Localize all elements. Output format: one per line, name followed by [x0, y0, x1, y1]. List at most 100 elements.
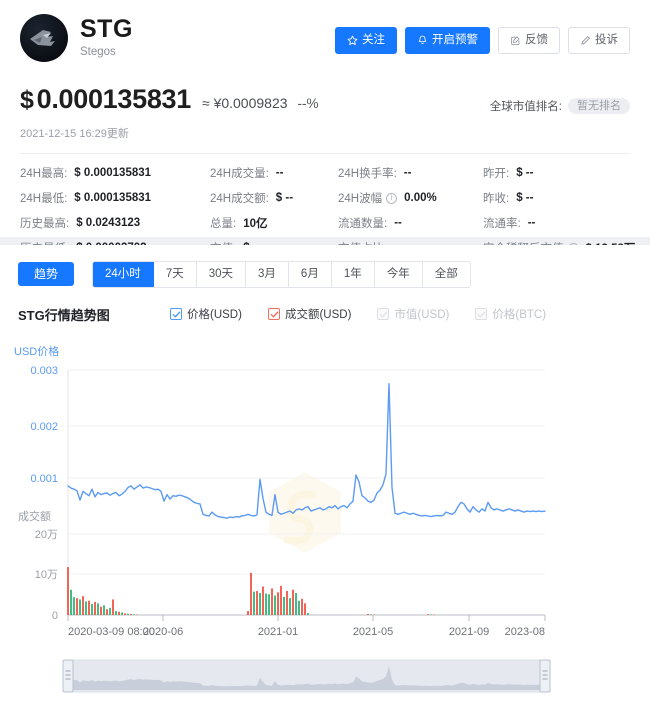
legend-item-marketcap-usd[interactable]: 市值(USD): [377, 306, 449, 322]
range-6m[interactable]: 6月: [288, 262, 332, 287]
checkbox-unchecked-icon: [475, 308, 488, 321]
datazoom-handle-right[interactable]: [539, 659, 551, 693]
stat-value: $ 0.000135831: [74, 167, 152, 179]
tab-trend[interactable]: 趋势: [18, 262, 75, 287]
volume-bar: [106, 609, 108, 615]
market-rank-label: 全球市值排名:: [489, 101, 562, 113]
approx-symbol: ≈: [201, 95, 210, 111]
range-30d[interactable]: 30天: [196, 262, 247, 287]
chart-legend: STG行情趋势图 价格(USD) 成交额(USD) 市值(USD): [18, 305, 632, 324]
stat-key: 总量:: [210, 218, 237, 230]
volume-bar: [70, 589, 72, 615]
stat-item: 历史最高: $ 0.0243123: [20, 215, 210, 231]
range-1y[interactable]: 1年: [331, 262, 375, 287]
stat-item: 昨开: $ --: [483, 165, 635, 181]
complaint-button[interactable]: 投诉: [568, 27, 630, 54]
volume-bar: [259, 592, 261, 615]
xaxis-tick-5: 2023-08: [505, 626, 545, 638]
stat-value: $ 0.0243123: [76, 217, 141, 229]
feedback-button[interactable]: 反馈: [498, 27, 560, 54]
yaxis-tick-price-1: 0.002: [30, 421, 58, 433]
price-cny-value: ¥0.0009823: [213, 95, 288, 111]
volume-bar: [280, 585, 282, 615]
stat-value: --: [403, 167, 412, 179]
coin-header: STG Stegos: [20, 14, 630, 62]
volume-bar: [370, 614, 372, 615]
volume-bar: [307, 613, 309, 615]
volume-bar: [85, 601, 87, 615]
legend-label: 成交额(USD): [284, 309, 352, 322]
yaxis-tick-vol-2: 0: [52, 610, 58, 622]
volume-bar: [256, 591, 258, 615]
legend-item-volume-usd[interactable]: 成交额(USD): [267, 306, 352, 322]
trend-chart-svg[interactable]: USD价格 0.003 0.002 0.001 成交额 20万 10万 0: [0, 340, 650, 716]
volume-bar: [109, 607, 111, 615]
yaxis-tick-vol-1: 10万: [35, 569, 58, 581]
price-change-percent: --%: [297, 96, 319, 111]
yaxis-volume-name: 成交额: [18, 509, 51, 523]
coin-name-block: STG Stegos: [80, 14, 133, 59]
volume-bar: [88, 600, 90, 615]
range-3m[interactable]: 3月: [246, 262, 289, 287]
volume-bar: [301, 598, 303, 615]
action-buttons: 关注 开启预警 反馈 投诉: [335, 27, 630, 54]
stat-item: 24H换手率: --: [338, 165, 483, 181]
datazoom-handle-left[interactable]: [62, 659, 74, 693]
complaint-label: 投诉: [595, 33, 618, 46]
volume-bar: [112, 599, 114, 615]
info-icon[interactable]: i: [386, 192, 398, 204]
xaxis-tick-1: 2020-06: [143, 626, 183, 638]
legend-label: 市值(USD): [394, 309, 450, 322]
range-ytd[interactable]: 今年: [374, 262, 423, 287]
volume-bar: [367, 614, 369, 615]
range-24h[interactable]: 24小时: [93, 262, 154, 287]
stat-value: $ 0.000135831: [74, 192, 152, 204]
volume-bar: [124, 613, 126, 615]
volume-bars: [67, 567, 435, 615]
range-7d[interactable]: 7天: [153, 262, 197, 287]
volume-bar: [73, 597, 75, 615]
follow-button[interactable]: 关注: [335, 27, 397, 54]
chart-card: 趋势 24小时 7天 30天 3月 6月 1年 今年 全部 STG行情趋势图 价…: [0, 245, 650, 716]
datazoom-handle-left-grip: [65, 670, 71, 680]
summary-divider: [20, 153, 630, 154]
feedback-label: 反馈: [525, 33, 548, 46]
xaxis-tick-4: 2021-09: [449, 626, 489, 638]
volume-bar: [67, 567, 69, 615]
stat-value: --: [527, 217, 536, 229]
bell-icon: [418, 35, 427, 44]
volume-bar: [97, 603, 99, 615]
stat-item: 流通数量: --: [338, 215, 483, 231]
stat-key: 流通数量:: [338, 218, 388, 230]
volume-bar: [268, 594, 270, 615]
stat-key: 昨收:: [483, 193, 510, 205]
market-rank: 全球市值排名: 暂无排名: [490, 98, 630, 114]
market-rank-badge: 暂无排名: [568, 98, 630, 114]
stat-item: 24H波幅 i 0.00%: [338, 190, 483, 206]
datazoom-slider[interactable]: [62, 659, 551, 693]
volume-bar: [265, 593, 267, 615]
volume-bar: [283, 596, 285, 615]
range-all[interactable]: 全部: [422, 262, 470, 287]
price-row: $0.000135831 ≈ ¥0.0009823 --% 全球市值排名: 暂无…: [20, 84, 630, 115]
checkbox-unchecked-icon: [377, 308, 390, 321]
volume-bar: [304, 603, 306, 615]
alert-button[interactable]: 开启预警: [405, 27, 490, 54]
checkbox-checked-icon: [267, 308, 280, 321]
stat-item: 流通率: --: [483, 215, 635, 231]
volume-bar: [118, 611, 120, 615]
stat-key: 24H波幅: [338, 193, 383, 205]
volume-bar: [427, 614, 429, 615]
stat-value: $ --: [275, 192, 294, 204]
volume-bar: [130, 614, 132, 615]
stat-value: 10亿: [243, 218, 268, 230]
volume-bar: [121, 612, 123, 615]
legend-item-price-usd[interactable]: 价格(USD): [170, 306, 242, 322]
xaxis-tick-2: 2021-01: [258, 626, 298, 638]
follow-label: 关注: [362, 33, 385, 46]
legend-item-price-btc[interactable]: 价格(BTC): [475, 306, 546, 322]
stat-value: $ --: [516, 192, 534, 204]
volume-bar: [247, 611, 249, 615]
price-line: [67, 382, 546, 519]
